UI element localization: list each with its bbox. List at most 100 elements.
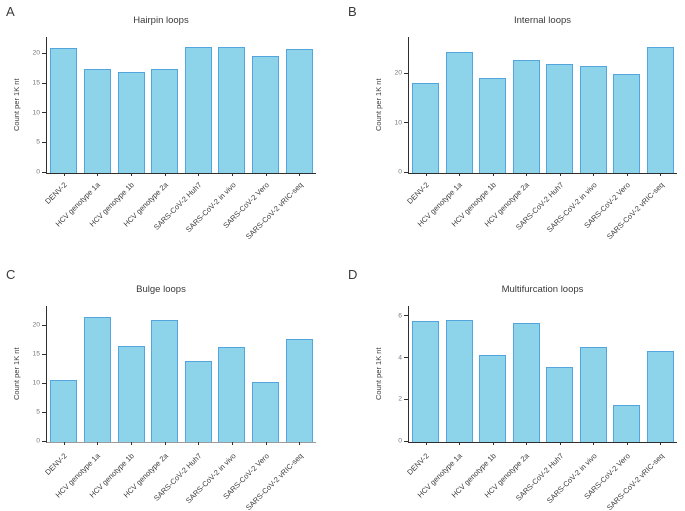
bar-slot [114,306,148,442]
panel-bulge-loops: C Bulge loops Count per 1K nt 0 5 10 15 20 D… [0,255,342,511]
x-axis-labels: DENV-2 HCV genotype 1a HCV genotype 1b HCV … [43,177,316,255]
y-tick-mark [42,441,46,442]
y-tick-mark [42,112,46,114]
bar-SARS-CoV-2 Huh7 [546,366,574,442]
plot-area: 0 5 10 15 20 [32,306,316,445]
x-tick-mark [131,173,133,176]
bars-group [47,37,316,173]
bar-slot [114,37,148,173]
bar-SARS-CoV-2 vRIC-seq [646,47,674,173]
bar-SARS-CoV-2 vRIC-seq [285,48,313,173]
bar-slot [47,37,81,173]
y-tick-label: 5 [36,408,40,416]
panel-multifurcation-loops: D Multifurcation loops Count per 1K nt 0… [342,255,685,511]
x-tick-mark [593,442,595,445]
y-tick-label: 0 [36,437,40,445]
chart-title: Hairpin loops [133,15,189,26]
y-tick-label: 5 [36,138,40,146]
bar-slot [510,37,544,173]
x-tick-mark [425,442,427,445]
bar-SARS-CoV-2 Vero [613,73,641,173]
bar-SARS-CoV-2 Huh7 [546,64,574,173]
y-tick-mark [42,142,46,144]
x-axis-labels: DENV-2 HCV genotype 1a HCV genotype 1b HCV … [405,177,677,255]
bar-HCV genotype 1b [117,71,145,173]
x-tick-mark [660,173,662,176]
plot-area: 0 10 20 [394,37,677,176]
panel-letter: D [348,267,358,282]
y-tick-label: 0 [36,168,40,176]
x-tick-mark [299,173,301,176]
bar-slot [409,37,443,173]
panel-internal-loops: B Internal loops Count per 1K nt 0 10 20 D… [342,0,685,255]
x-tick-mark [559,173,561,176]
x-tick-mark [299,442,301,445]
x-axis-labels: DENV-2 HCV genotype 1a HCV genotype 1b HCV … [43,448,316,511]
x-tick-mark [526,442,528,445]
bar-DENV-2 [412,83,440,173]
bar-slot [148,306,182,442]
y-tick-mark [404,357,408,359]
bar-slot [81,37,115,173]
bar-slot [443,37,477,173]
x-tick-mark [626,442,628,445]
y-axis-title: Count per 1K nt [374,347,383,401]
bar-slot [644,306,678,442]
bar-SARS-CoV-2 vRIC-seq [285,339,313,442]
x-tick-mark [660,442,662,445]
x-tick-mark [164,173,166,176]
x-tick-mark [97,442,99,445]
panel-letter: C [6,267,16,282]
x-tick-mark [265,442,267,445]
x-tick-mark [526,173,528,176]
bar-HCV genotype 1a [445,52,473,173]
chart-title: Internal loops [513,15,572,26]
y-tick-mark [42,324,46,326]
bar-slot [148,37,182,173]
bar-SARS-CoV-2 Vero [613,404,641,442]
bar-slot [510,306,544,442]
y-tick-mark [404,122,408,124]
bar-slot [215,306,249,442]
x-tick-mark [425,173,427,176]
bar-slot [543,37,577,173]
bar-slot [577,37,611,173]
bar-SARS-CoV-2 Vero [252,381,279,442]
bar-HCV genotype 1b [479,355,507,442]
x-tick-mark [63,173,65,176]
bar-slot [81,306,115,442]
panel-letter: A [6,4,16,19]
x-tick-mark [231,442,233,445]
y-tick-mark [42,411,46,413]
x-axis-label-text: DENV-2 [43,451,69,477]
bar-slot [215,37,249,173]
y-tick-label: 15 [32,79,40,87]
y-tick-mark [42,172,46,173]
bar-SARS-CoV-2 Huh7 [184,46,212,173]
bar-HCV genotype 1a [83,317,111,442]
bar-slot [543,306,577,442]
x-axis-label-text: DENV-2 [404,451,431,477]
y-tick-mark [42,353,46,355]
y-tick-label: 4 [398,353,402,361]
plot-area: 0 5 10 15 20 [32,37,316,176]
bar-SARS-CoV-2 Huh7 [184,360,212,442]
y-axis-title: Count per 1K nt [12,78,21,132]
x-tick-mark [97,173,99,176]
bar-slot [476,306,510,442]
x-tick-mark [626,173,628,176]
x-tick-mark [559,442,561,445]
y-tick-label: 10 [32,108,40,116]
bar-DENV-2 [412,321,440,442]
y-tick-mark [42,82,46,84]
y-axis-title: Count per 1K nt [12,347,21,401]
x-axis-labels: DENV-2 HCV genotype 1a HCV genotype 1b HCV … [404,448,677,511]
bar-HCV genotype 1b [479,78,507,173]
bar-SARS-CoV-2 in vivo [218,46,246,173]
x-tick-mark [492,442,494,445]
x-tick-mark [131,442,133,445]
bar-HCV genotype 2a [512,59,540,173]
bars-group [409,306,677,442]
bar-slot [249,306,283,442]
